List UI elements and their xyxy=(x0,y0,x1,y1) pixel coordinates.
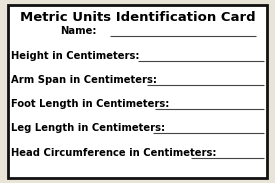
Text: Height in Centimeters:: Height in Centimeters: xyxy=(11,51,143,61)
FancyBboxPatch shape xyxy=(8,5,267,178)
Text: Foot Length in Centimeters:: Foot Length in Centimeters: xyxy=(11,99,169,109)
Text: Arm Span in Centimeters:: Arm Span in Centimeters: xyxy=(11,75,157,85)
Text: Name:: Name: xyxy=(60,26,97,36)
Text: Head Circumference in Centimeters:: Head Circumference in Centimeters: xyxy=(11,148,216,158)
Text: Leg Length in Centimeters:: Leg Length in Centimeters: xyxy=(11,123,165,133)
Text: Metric Units Identification Card: Metric Units Identification Card xyxy=(20,11,255,24)
